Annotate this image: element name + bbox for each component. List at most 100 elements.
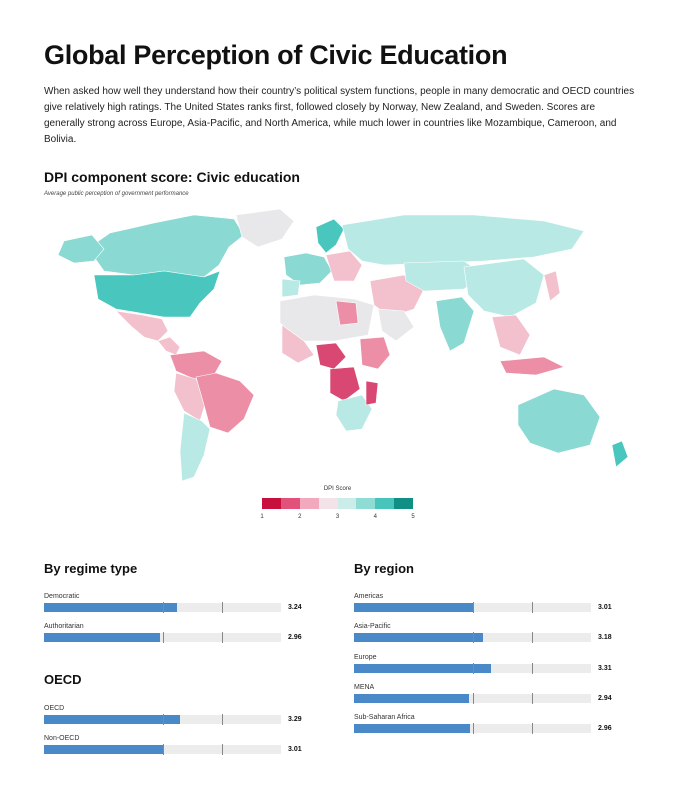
legend-swatch-6 (356, 498, 376, 509)
map-region-new-zealand[interactable] (611, 440, 629, 468)
bar-row-region-europe: Europe 3.31 (354, 654, 634, 684)
section-title-region: By region (354, 561, 414, 576)
map-region-congo-angola[interactable] (329, 366, 361, 402)
map-region-eastern-europe[interactable] (325, 250, 363, 282)
legend-swatch-2 (280, 498, 300, 509)
bar-label: Democratic (44, 593, 80, 600)
map-region-libya[interactable] (335, 300, 359, 326)
bar-label: Europe (354, 654, 377, 661)
bar-gridline (221, 602, 223, 613)
map-region-canada[interactable] (83, 214, 245, 278)
map-region-greenland[interactable] (235, 208, 295, 248)
bar-track (44, 602, 281, 613)
map-legend: DPI Score 1 2 3 4 5 (250, 486, 425, 526)
map-region-iberia[interactable] (281, 278, 301, 298)
map-region-central-america[interactable] (157, 336, 181, 356)
map-region-east-africa[interactable] (359, 336, 391, 370)
legend-tick-1: 1 (260, 514, 264, 520)
bar-gridline (162, 632, 164, 643)
map-region-mexico[interactable] (115, 310, 169, 342)
bar-track (44, 714, 281, 725)
bar-row-region-mena: MENA 2.94 (354, 684, 634, 714)
bar-track (354, 663, 591, 674)
legend-swatch-4 (318, 498, 338, 509)
bar-gridline (472, 602, 474, 613)
map-region-argentina-chile[interactable] (179, 412, 211, 482)
bar-gridline (472, 693, 474, 704)
section-title-oecd: OECD (44, 672, 82, 687)
bar-value: 3.18 (598, 634, 612, 641)
bar-value: 2.94 (598, 695, 612, 702)
bar-label: OECD (44, 705, 65, 712)
map-title: DPI component score: Civic education (44, 169, 300, 185)
bar-label: MENA (354, 684, 375, 691)
map-region-scandinavia[interactable] (315, 218, 345, 254)
map-region-brazil[interactable] (195, 372, 255, 434)
section-title-regime: By regime type (44, 561, 138, 576)
legend-swatch-3 (299, 498, 319, 509)
map-region-india[interactable] (435, 296, 475, 352)
legend-title: DPI Score (323, 486, 352, 492)
legend-swatch-8 (394, 498, 413, 509)
map-region-southeast-asia[interactable] (491, 314, 531, 356)
map-region-china[interactable] (463, 258, 545, 318)
bar-track (354, 723, 591, 734)
map-region-russia[interactable] (341, 214, 585, 266)
bar-fill (44, 745, 164, 754)
bar-row-regime-democratic: Democratic 3.24 (44, 593, 324, 623)
legend-swatch-7 (375, 498, 395, 509)
bar-gridline (531, 602, 533, 613)
map-region-japan-korea[interactable] (543, 270, 561, 302)
bar-fill (354, 603, 474, 612)
bar-fill (44, 715, 180, 724)
bar-track (354, 693, 591, 704)
bar-row-regime-authoritarian: Authoritarian 2.96 (44, 623, 324, 653)
bar-fill (44, 603, 177, 612)
bar-label: Sub-Saharan Africa (354, 714, 415, 721)
bar-track (44, 632, 281, 643)
bar-value: 3.24 (288, 604, 302, 611)
bar-label: Americas (354, 593, 384, 600)
map-region-australia[interactable] (517, 388, 601, 454)
bar-label: Asia-Pacific (354, 623, 391, 630)
map-region-alaska[interactable] (57, 234, 105, 264)
map-region-western-europe[interactable] (283, 252, 333, 286)
map-region-middle-east[interactable] (369, 274, 425, 318)
legend-tick-3: 3 (335, 514, 340, 520)
bar-gridline (531, 632, 533, 643)
legend-swatch-5 (337, 498, 357, 509)
bar-gridline (472, 723, 474, 734)
bar-value: 3.31 (598, 665, 612, 672)
bar-track (354, 602, 591, 613)
bar-gridline (221, 632, 223, 643)
bar-fill (44, 633, 161, 642)
map-subtitle: Average public perception of government … (44, 191, 189, 197)
map-region-southern-africa[interactable] (335, 394, 373, 432)
bar-value: 2.96 (598, 725, 612, 732)
bar-value: 3.01 (598, 604, 612, 611)
map-region-mozambique[interactable] (365, 380, 379, 406)
bar-gridline (162, 744, 164, 755)
map-region-indonesia[interactable] (499, 356, 565, 376)
bar-gridline (472, 663, 474, 674)
bar-value: 3.01 (288, 746, 302, 753)
bar-fill (354, 694, 469, 703)
bar-fill (354, 633, 484, 642)
map-region-west-africa[interactable] (281, 324, 315, 364)
map-region-usa[interactable] (93, 270, 221, 318)
bar-gridline (221, 714, 223, 725)
legend-color-scale (262, 498, 413, 509)
page-title: Global Perception of Civic Education (44, 40, 508, 70)
map-region-arabia[interactable] (377, 308, 415, 342)
legend-tick-4: 4 (373, 514, 377, 520)
bar-value: 3.29 (288, 716, 302, 723)
legend-tick-5: 5 (411, 514, 415, 520)
bar-row-oecd: OECD 3.29 (44, 705, 324, 735)
bar-gridline (472, 632, 474, 643)
bar-value: 2.96 (288, 634, 302, 641)
map-region-central-africa[interactable] (315, 342, 347, 370)
bar-label: Non-OECD (44, 735, 80, 742)
bar-track (354, 632, 591, 643)
bar-track (44, 744, 281, 755)
intro-paragraph: When asked how well they understand how … (44, 86, 635, 145)
